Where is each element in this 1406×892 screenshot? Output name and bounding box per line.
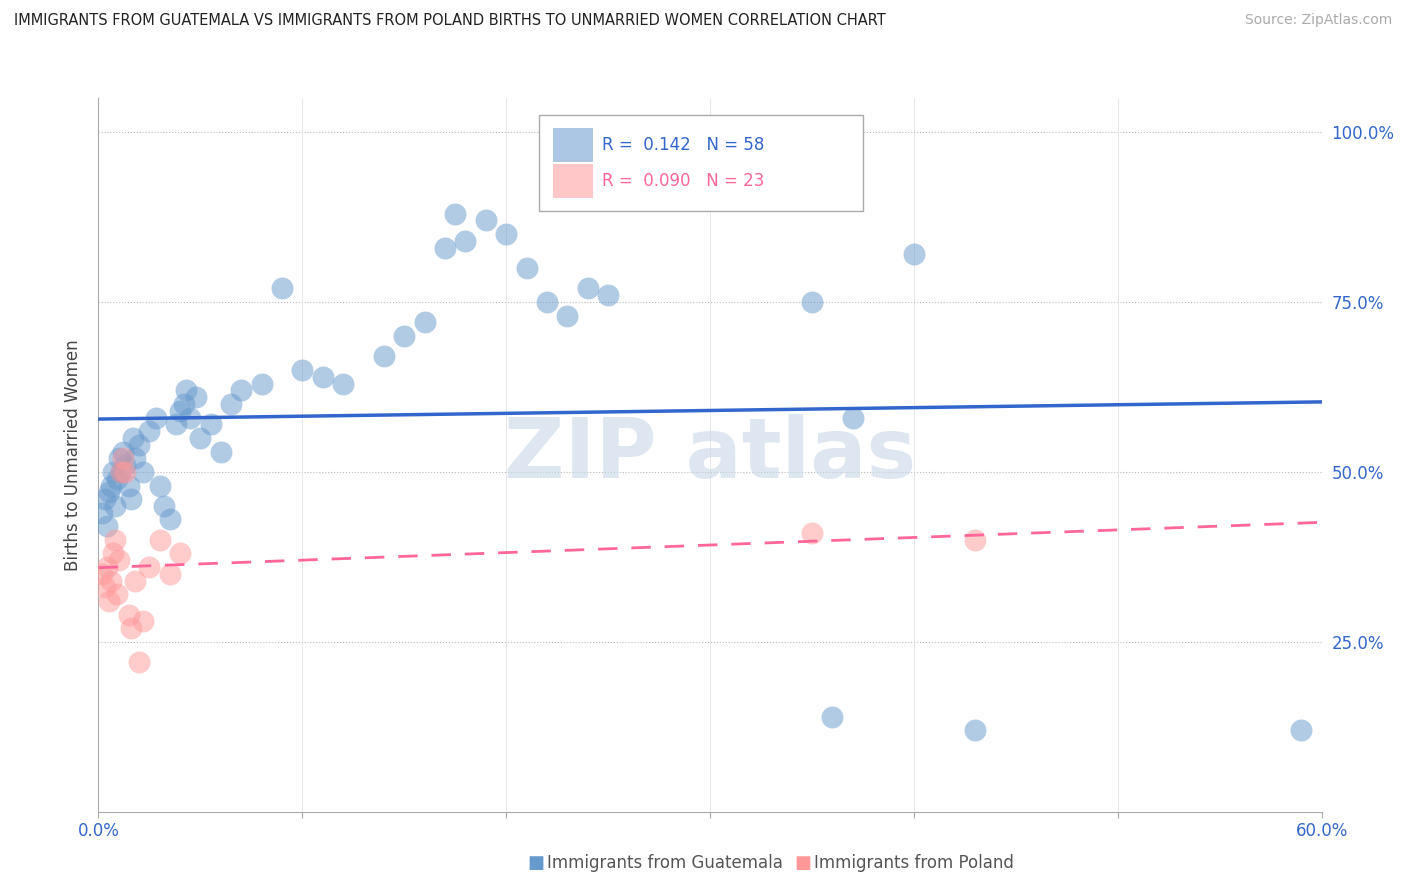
Point	[291, 363, 314, 377]
Point	[105, 587, 128, 601]
Point	[93, 492, 115, 507]
Point	[159, 512, 181, 526]
Point	[576, 281, 599, 295]
Point	[454, 234, 477, 248]
Text: R =  0.142   N = 58: R = 0.142 N = 58	[602, 136, 765, 154]
Point	[1291, 723, 1313, 738]
Point	[132, 615, 155, 629]
Point	[101, 465, 124, 479]
Point	[122, 431, 145, 445]
Text: Immigrants from Poland: Immigrants from Poland	[814, 855, 1014, 872]
Text: ■: ■	[794, 855, 811, 872]
Point	[903, 247, 925, 261]
Point	[200, 417, 222, 432]
Point	[97, 485, 120, 500]
Point	[132, 465, 155, 479]
Point	[965, 533, 987, 547]
Point	[96, 560, 118, 574]
Point	[841, 410, 863, 425]
Point	[516, 260, 538, 275]
Point	[965, 723, 987, 738]
Point	[128, 438, 150, 452]
Point	[118, 607, 141, 622]
Point	[444, 207, 467, 221]
Point	[149, 533, 172, 547]
Point	[91, 566, 114, 581]
Point	[101, 546, 124, 560]
Point	[434, 241, 457, 255]
Point	[165, 417, 187, 432]
Point	[110, 465, 132, 479]
Point	[105, 472, 128, 486]
Point	[159, 566, 181, 581]
Point	[96, 519, 118, 533]
Point	[118, 478, 141, 492]
Point	[114, 465, 136, 479]
Point	[312, 369, 335, 384]
Point	[104, 533, 127, 547]
Point	[413, 315, 436, 329]
Point	[495, 227, 517, 241]
Point	[124, 574, 146, 588]
Point	[138, 560, 160, 574]
Point	[801, 295, 824, 310]
Point	[128, 655, 150, 669]
Point	[231, 384, 253, 398]
Point	[179, 410, 201, 425]
Y-axis label: Births to Unmarried Women: Births to Unmarried Women	[65, 339, 83, 571]
Point	[111, 451, 134, 466]
Text: ■: ■	[527, 855, 544, 872]
Point	[114, 458, 136, 472]
Point	[174, 384, 197, 398]
Point	[169, 403, 191, 417]
Point	[186, 390, 208, 404]
Point	[93, 581, 115, 595]
Point	[250, 376, 273, 391]
Point	[110, 465, 132, 479]
Point	[91, 506, 114, 520]
Bar	[554, 128, 592, 162]
FancyBboxPatch shape	[538, 114, 863, 211]
Text: Source: ZipAtlas.com: Source: ZipAtlas.com	[1244, 13, 1392, 28]
Point	[100, 478, 122, 492]
Point	[821, 709, 844, 723]
Point	[536, 295, 558, 310]
Bar	[554, 164, 592, 198]
Point	[120, 492, 142, 507]
Text: Immigrants from Guatemala: Immigrants from Guatemala	[547, 855, 783, 872]
Point	[124, 451, 146, 466]
Point	[392, 329, 416, 343]
Point	[209, 444, 232, 458]
Point	[149, 478, 172, 492]
Point	[332, 376, 354, 391]
Point	[169, 546, 191, 560]
Point	[108, 553, 131, 567]
Point	[145, 410, 167, 425]
Text: IMMIGRANTS FROM GUATEMALA VS IMMIGRANTS FROM POLAND BIRTHS TO UNMARRIED WOMEN CO: IMMIGRANTS FROM GUATEMALA VS IMMIGRANTS …	[14, 13, 886, 29]
Point	[108, 451, 131, 466]
Point	[152, 499, 174, 513]
Point	[188, 431, 212, 445]
Point	[111, 444, 134, 458]
Point	[138, 424, 160, 438]
Text: R =  0.090   N = 23: R = 0.090 N = 23	[602, 172, 765, 190]
Point	[104, 499, 127, 513]
Point	[219, 397, 242, 411]
Point	[173, 397, 195, 411]
Text: ZIP atlas: ZIP atlas	[503, 415, 917, 495]
Point	[120, 621, 142, 635]
Point	[598, 288, 620, 302]
Point	[270, 281, 294, 295]
Point	[801, 526, 824, 541]
Point	[97, 594, 120, 608]
Point	[100, 574, 122, 588]
Point	[557, 309, 579, 323]
Point	[373, 350, 395, 364]
Point	[474, 213, 498, 227]
